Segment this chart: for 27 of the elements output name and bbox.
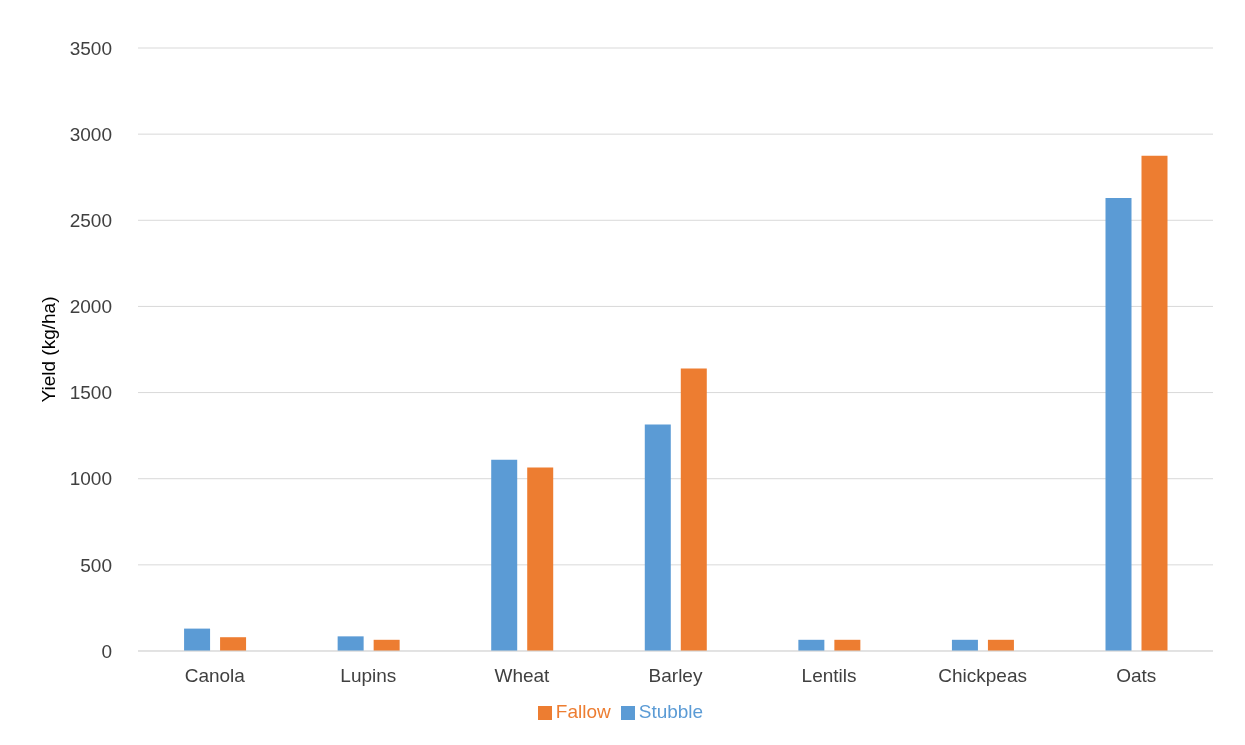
bar: [491, 459, 518, 651]
y-tick-label: 3500: [69, 37, 112, 59]
x-tick-label: Canola: [184, 665, 246, 687]
legend-label: Fallow: [555, 701, 611, 722]
y-tick-label: 500: [80, 554, 112, 576]
bar: [1105, 197, 1132, 651]
y-axis-title: Yield (kg/ha): [37, 296, 59, 403]
bar: [220, 637, 247, 651]
x-tick-label: Lentils: [801, 665, 857, 687]
bar: [680, 368, 707, 651]
bar: [527, 467, 554, 651]
bar: [644, 424, 671, 651]
x-tick-label: Barley: [648, 665, 703, 687]
bar: [337, 636, 364, 651]
x-tick-label: Chickpeas: [938, 665, 1027, 687]
y-tick-label: 1500: [69, 382, 112, 404]
bar: [1141, 155, 1168, 651]
legend-label: Stubble: [638, 701, 704, 722]
y-tick-label: 3000: [69, 123, 112, 145]
y-tick-label: 1000: [69, 468, 112, 490]
y-tick-label: 2500: [69, 210, 112, 232]
y-tick-label: 2000: [69, 296, 112, 318]
y-tick-label: 0: [101, 640, 112, 662]
bar: [184, 628, 211, 651]
x-tick-label: Lupins: [340, 665, 397, 687]
x-tick-label: Wheat: [494, 665, 551, 687]
x-tick-label: Oats: [1116, 665, 1157, 687]
